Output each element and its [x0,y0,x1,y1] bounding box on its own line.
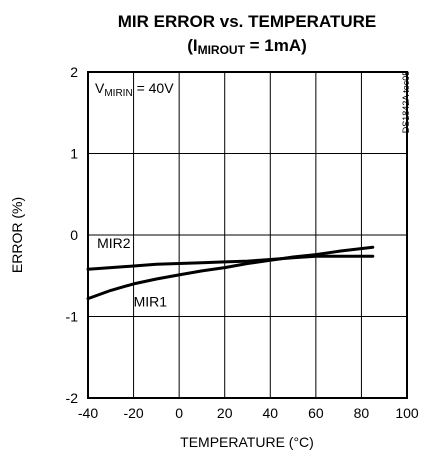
grid [87,71,408,399]
chart-subtitle-open: (I [187,36,197,55]
figure-code: DS1842A toc05 [401,71,411,134]
series-label-mir2: MIR2 [97,235,131,251]
annotation-sub: MIRIN [104,88,132,99]
y-tick-label: 2 [70,64,78,80]
x-tick-label: 20 [217,405,233,421]
x-tick-label: 60 [308,405,324,421]
x-tick-label: -40 [78,405,98,421]
y-tick-label: 0 [70,227,78,243]
annotation-rest: = 40V [133,80,175,96]
series-label-mir1: MIR1 [134,294,168,310]
plot-frame [87,71,408,399]
series-line-mir1 [86,245,375,301]
x-tick-label: -20 [123,405,143,421]
y-tick-label: -1 [66,309,79,325]
x-axis-label: TEMPERATURE (°C) [180,434,314,450]
y-tick-label: -2 [66,390,79,406]
y-tick-label: 1 [70,146,78,162]
x-tick-label: 100 [395,405,419,421]
x-tick-label: 40 [262,405,278,421]
chart-subtitle: (IMIROUT = 1mA) [187,36,307,57]
chart-subtitle-sub: MIROUT [198,43,246,57]
y-axis-label: ERROR (%) [9,197,25,273]
x-tick-label: 0 [175,405,183,421]
series-line-mir2 [86,254,375,271]
x-tick-label: 80 [354,405,370,421]
series-labels: MIR2 MIR1 [97,235,167,310]
chart-subtitle-rest: = 1mA) [245,36,307,55]
series-group [86,245,375,301]
tick-labels: -40 -20 0 20 40 60 80 100 -2 -1 0 1 2 [66,64,419,421]
annotation-v: V [95,80,105,96]
annotation-vmirin: VMIRIN = 40V [95,80,174,99]
chart-title: MIR ERROR vs. TEMPERATURE [118,12,377,31]
